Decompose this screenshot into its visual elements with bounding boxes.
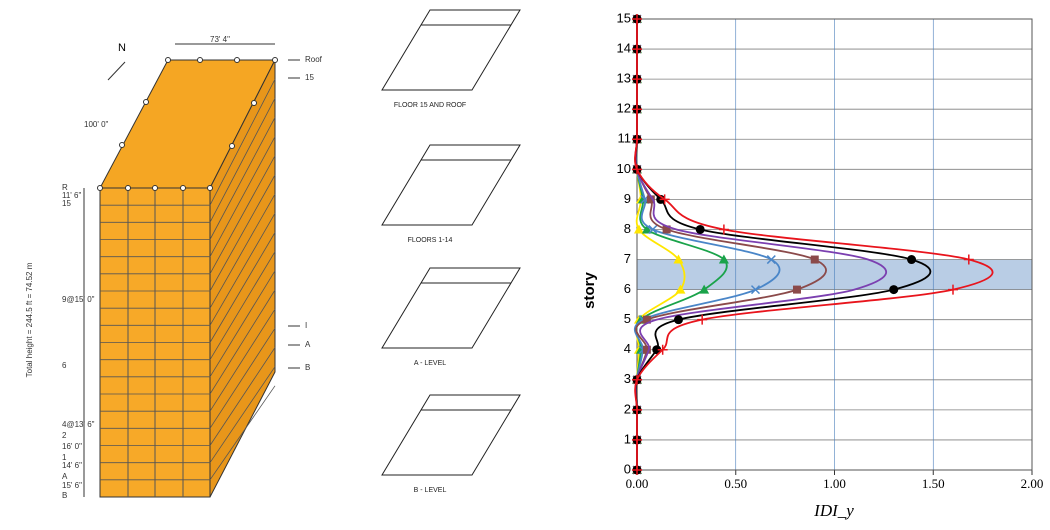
north-label: N: [118, 42, 126, 54]
height-note: Total height = 244.5 ft = 74.52 m: [25, 262, 34, 377]
plan-caption: B - LEVEL: [414, 487, 447, 494]
north-arrow: [108, 62, 125, 80]
plan-outline: [382, 395, 520, 475]
level-label: 14' 6": [62, 461, 82, 470]
node: [98, 186, 103, 191]
marker: [811, 256, 819, 264]
node: [144, 100, 149, 105]
y-tick-label: 4: [624, 341, 631, 356]
y-tick-label: 6: [624, 281, 631, 296]
level-label: 9@15' 0": [62, 295, 95, 304]
marker: [889, 285, 898, 294]
node: [235, 58, 240, 63]
floor-plans: FLOOR 15 AND ROOF FLOORS 1-14 A - LEVEL B -…: [382, 10, 520, 494]
level-label: I: [305, 321, 307, 330]
level-label: A: [62, 472, 68, 481]
x-tick-label: 2.00: [1021, 476, 1044, 491]
x-tick-label: 1.00: [823, 476, 846, 491]
y-tick-label: 12: [617, 101, 631, 116]
y-tick-label: 2: [624, 401, 631, 416]
building-diagram: N 73' 4" 100' 0" Total height = 244.5 ft…: [25, 35, 323, 500]
series-line: [635, 19, 930, 470]
y-tick-label: 13: [617, 71, 631, 86]
level-label: Roof: [305, 55, 323, 64]
y-tick-label: 15: [617, 10, 631, 25]
series-line: [636, 19, 826, 470]
y-tick-label: 9: [624, 191, 631, 206]
marker: [907, 255, 916, 264]
plan-caption: FLOORS 1-14: [408, 237, 453, 244]
node: [120, 143, 125, 148]
level-label: 15' 6": [62, 481, 82, 490]
figure: N 73' 4" 100' 0" Total height = 244.5 ft…: [0, 0, 1050, 525]
y-tick-label: 7: [624, 251, 631, 266]
level-label: 15: [305, 73, 314, 82]
node: [230, 144, 235, 149]
y-tick-label: 1: [624, 431, 631, 446]
marker: [696, 225, 705, 234]
y-tick-label: 10: [617, 161, 631, 176]
level-label: A: [305, 340, 311, 349]
y-tick-label: 0: [624, 461, 631, 476]
dimension-label: 100' 0": [84, 120, 109, 129]
node: [273, 58, 278, 63]
plan-outline: [382, 10, 520, 90]
plan-caption: A - LEVEL: [414, 360, 446, 367]
level-label: 15: [62, 199, 71, 208]
node: [166, 58, 171, 63]
node: [252, 101, 257, 106]
series-line: [636, 19, 685, 470]
y-tick-label: 11: [618, 131, 632, 146]
level-label: 6: [62, 361, 67, 370]
marker: [674, 315, 683, 324]
level-label: B: [62, 491, 67, 500]
marker: [793, 286, 801, 294]
level-label: 16' 0": [62, 442, 82, 451]
plan-outline: [382, 145, 520, 225]
plan-outline: [382, 268, 520, 348]
series-line: [635, 19, 780, 470]
node: [126, 186, 131, 191]
y-tick-label: 14: [617, 41, 631, 56]
node: [198, 58, 203, 63]
x-axis-label: IDI_y: [813, 501, 854, 520]
x-tick-label: 0.50: [724, 476, 747, 491]
node: [208, 186, 213, 191]
y-tick-label: 8: [624, 221, 631, 236]
plan-caption: FLOOR 15 AND ROOF: [394, 102, 466, 109]
level-label: 4@13' 6": [62, 420, 95, 429]
y-tick-label: 5: [624, 311, 631, 326]
dimension-label: 73' 4": [210, 35, 230, 44]
y-tick-label: 3: [624, 371, 631, 386]
level-label: B: [305, 363, 310, 372]
y-axis-label: story: [581, 272, 598, 309]
x-tick-label: 0.00: [626, 476, 649, 491]
node: [181, 186, 186, 191]
node: [153, 186, 158, 191]
level-label: 2: [62, 431, 67, 440]
x-tick-label: 1.50: [922, 476, 945, 491]
